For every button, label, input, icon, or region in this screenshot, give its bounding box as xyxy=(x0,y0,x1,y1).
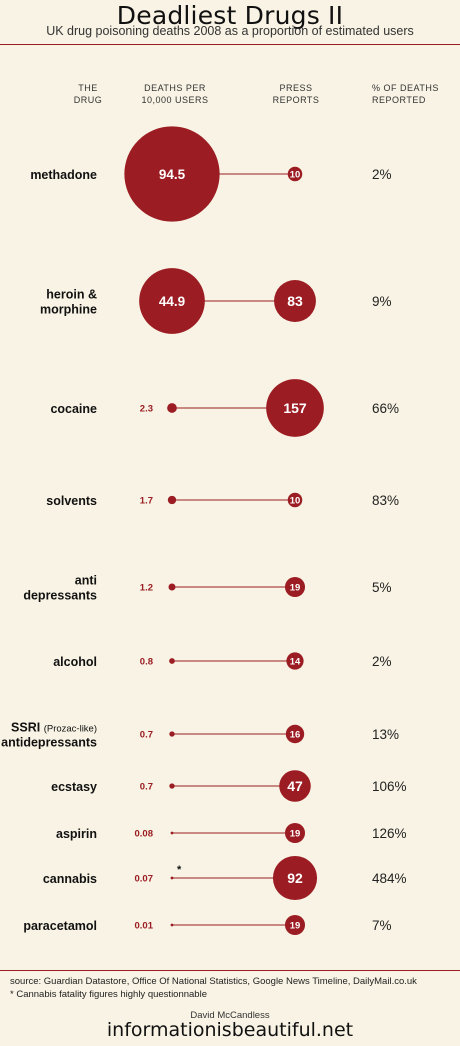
header-pct: % OF DEATHS REPORTED xyxy=(372,83,439,105)
percent-label: 2% xyxy=(372,167,392,182)
deaths-bubble xyxy=(169,731,175,737)
percent-label: 13% xyxy=(372,727,399,742)
header-press: PRESS REPORTS xyxy=(272,83,320,105)
press-label: 19 xyxy=(290,582,301,593)
deaths-label: 0.7 xyxy=(140,730,153,741)
footer-rule xyxy=(0,970,460,971)
percent-label: 83% xyxy=(372,493,399,508)
deaths-bubble xyxy=(124,126,220,222)
header-rule xyxy=(0,44,460,45)
press-bubble xyxy=(287,166,303,182)
drug-label: antidepressants xyxy=(1,736,97,750)
percent-label: 7% xyxy=(372,918,392,933)
percent-label: 9% xyxy=(372,294,392,309)
press-label: 19 xyxy=(290,828,301,839)
deaths-label: 1.7 xyxy=(140,496,153,507)
press-bubble xyxy=(284,822,306,844)
deaths-label: 0.08 xyxy=(135,829,154,840)
deaths-label: 44.9 xyxy=(159,294,185,309)
drug-label: anti xyxy=(75,574,97,588)
header-drug: THE DRUG xyxy=(73,83,103,105)
percent-label: 126% xyxy=(372,826,407,841)
press-label: 47 xyxy=(287,778,303,794)
drug-label: ecstasy xyxy=(51,780,97,794)
deaths-label: 0.07 xyxy=(135,874,154,885)
drug-label: alcohol xyxy=(53,655,97,669)
press-bubble xyxy=(286,652,304,670)
press-bubble xyxy=(279,770,311,802)
deaths-bubble xyxy=(167,403,177,413)
press-bubble xyxy=(266,379,324,437)
deaths-bubble xyxy=(169,783,175,789)
deaths-bubble xyxy=(170,876,174,880)
press-bubble xyxy=(274,280,316,322)
percent-label: 106% xyxy=(372,779,407,794)
deaths-bubble xyxy=(170,831,174,835)
percent-label: 484% xyxy=(372,871,407,886)
deaths-bubble xyxy=(139,268,205,334)
deaths-label: 1.2 xyxy=(140,583,153,594)
press-label: 92 xyxy=(287,870,303,886)
deaths-bubble xyxy=(169,658,175,664)
drug-label: SSRI (Prozac-like) xyxy=(11,721,97,735)
percent-label: 5% xyxy=(372,580,392,595)
header-deaths: DEATHS PER 10,000 USERS xyxy=(141,83,209,105)
deaths-label: 0.8 xyxy=(140,657,153,668)
press-bubble xyxy=(272,855,318,901)
footnote: * Cannabis fatality figures highly quest… xyxy=(10,989,207,1000)
page-title: Deadliest Drugs II xyxy=(116,1,344,30)
deaths-label: 2.3 xyxy=(140,404,153,415)
deaths-label: 94.5 xyxy=(159,167,186,182)
deaths-label: 0.7 xyxy=(140,782,153,793)
press-label: 16 xyxy=(290,729,301,740)
deaths-bubble xyxy=(168,583,176,591)
press-bubble xyxy=(284,914,306,936)
drug-label: cocaine xyxy=(50,402,97,416)
drug-label: heroin & xyxy=(46,288,97,302)
deaths-label: 0.01 xyxy=(135,921,154,932)
press-label: 10 xyxy=(290,495,301,506)
deaths-bubble xyxy=(167,495,177,505)
drug-label: paracetamol xyxy=(23,919,97,933)
press-label: 83 xyxy=(287,293,303,309)
drug-label: depressants xyxy=(23,589,97,603)
author: David McCandless xyxy=(190,1010,270,1021)
press-label: 14 xyxy=(290,656,301,667)
drug-chart: 94.5 10 2% methadone 44.9 83 9% heroin &morphin… xyxy=(1,126,407,936)
drug-label: cannabis xyxy=(43,872,97,886)
press-label: 157 xyxy=(283,400,307,416)
press-bubble xyxy=(285,724,305,744)
drug-label: solvents xyxy=(46,494,97,508)
press-label: 10 xyxy=(290,169,301,180)
drug-label: morphine xyxy=(40,303,97,317)
site-name[interactable]: informationisbeautiful.net xyxy=(106,1019,354,1041)
source-note: source: Guardian Datastore, Office Of Na… xyxy=(10,976,417,987)
percent-label: 66% xyxy=(372,401,399,416)
press-bubble xyxy=(287,492,303,508)
drug-label: aspirin xyxy=(56,827,97,841)
press-label: 19 xyxy=(290,920,301,931)
footnote-marker: * xyxy=(177,864,182,876)
page-subtitle: UK drug poisoning deaths 2008 as a propo… xyxy=(46,24,414,38)
drug-label: methadone xyxy=(30,168,97,182)
deaths-bubble xyxy=(170,923,174,927)
press-bubble xyxy=(284,576,306,598)
percent-label: 2% xyxy=(372,654,392,669)
